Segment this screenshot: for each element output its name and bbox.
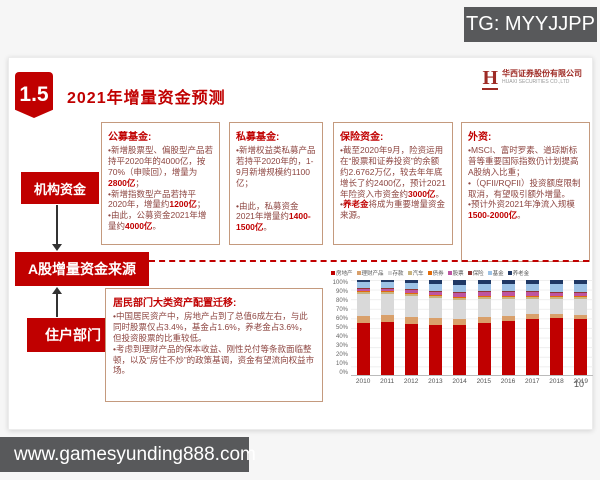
company-name-cn: 华西证券股份有限公司 xyxy=(502,69,582,78)
bullet: •由此，公募资金2021年增量约4000亿。 xyxy=(108,210,207,232)
tg-contact-badge: TG: MYYJJPP xyxy=(464,7,597,42)
legend-item: 保险 xyxy=(467,269,484,277)
info-box-title: 公募基金: xyxy=(108,132,152,143)
bullet: •（QFII/RQFII）投资额度限制取消，有望吸引额外增量。 xyxy=(468,177,581,199)
bullet: •新增股票型、偏股型产品若持平2020年的4000亿，按70%（申赎回），增量为… xyxy=(108,145,213,188)
legend-item: 房地产 xyxy=(331,269,353,277)
x-tick-label: 2019 xyxy=(573,378,588,385)
legend-item: 股票 xyxy=(447,269,464,277)
bullet: •养老金将成为重要增量资金来源。 xyxy=(340,199,446,221)
bullet: •新增权益类私募产品若持平2020年的，1-9月新增规模约1100亿； xyxy=(236,145,316,188)
x-tick-label: 2018 xyxy=(549,378,564,385)
y-axis: 100% 90% 80% 70% 60% 50% 40% 30% 20% 10% 0% xyxy=(332,280,348,376)
legend-item: 存款 xyxy=(387,269,404,277)
bullet: •考虑到理财产品的保本收益、刚性兑付等条款面临整顿，以及“房住不炒”的政策基调，… xyxy=(113,343,315,376)
presentation-slide: 1.5 2021年增量资金预测 H 华西证券股份有限公司 HUAXI SECUR… xyxy=(8,57,593,430)
bar-2015 xyxy=(477,280,491,375)
info-box-foreign-capital: 外资: •MSCI、富时罗素、道琼斯标普等重要国际指数仍计划提高A股纳入比重； … xyxy=(461,122,590,262)
bullet: •预计外资2021年净流入规模1500-2000亿。 xyxy=(468,199,575,221)
bar-2019 xyxy=(574,280,588,375)
up-arrow-icon xyxy=(56,294,58,317)
watermark-url: www.gamesyunding888.com xyxy=(0,437,256,472)
x-tick-label: 2017 xyxy=(525,378,540,385)
bullet: •MSCI、富时罗素、道琼斯标普等重要国际指数仍计划提高A股纳入比重； xyxy=(468,145,579,177)
bar-2011 xyxy=(380,280,394,375)
company-logo: H 华西证券股份有限公司 HUAXI SECURITIES CO.,LTD xyxy=(482,68,582,90)
info-box-title: 私募基金: xyxy=(236,132,280,143)
legend-item: 债券 xyxy=(427,269,444,277)
x-tick-label: 2013 xyxy=(428,378,443,385)
legend-item: 基金 xyxy=(487,269,504,277)
down-arrow-icon xyxy=(56,205,58,245)
x-tick-label: 2014 xyxy=(452,378,467,385)
flow-node-household-sector: 住户部门 xyxy=(27,318,119,352)
flow-node-institutional-funds: 机构资金 xyxy=(21,172,99,204)
x-tick-label: 2011 xyxy=(380,378,395,385)
info-box-private-funds: 私募基金: •新增权益类私募产品若持平2020年的，1-9月新增规模约1100亿… xyxy=(229,122,323,245)
down-arrowhead-icon xyxy=(52,244,62,251)
info-box-insurance-funds: 保险资金: •截至2020年9月，险资运用在“股票和证券投资”的余额约2.676… xyxy=(333,122,453,245)
dashed-connector-line xyxy=(149,260,589,262)
bar-2014 xyxy=(453,280,467,375)
x-tick-label: 2010 xyxy=(355,378,371,385)
info-box-household-allocation: 居民部门大类资产配置迁移: •中国居民资产中，房地产占到了总值6成左右，与此同时… xyxy=(105,288,323,402)
bar-2013 xyxy=(429,280,443,375)
legend-item: 理财产品 xyxy=(356,269,384,277)
legend-item: 汽车 xyxy=(407,269,424,277)
x-tick-label: 2012 xyxy=(403,378,419,385)
bullet xyxy=(236,189,316,201)
flow-node-a-share-incremental-funds: A股增量资金来源 xyxy=(15,252,149,286)
info-box-title: 保险资金: xyxy=(340,132,384,143)
info-box-title: 外资: xyxy=(468,132,492,143)
bullet: •中国居民资产中，房地产占到了总值6成左右，与此同时股票仅占3.4%，基金占1.… xyxy=(113,311,308,343)
chart-legend: 房地产 理财产品 存款 汽车 债券 股票 保险 基金 养老金 xyxy=(331,268,593,278)
up-arrowhead-icon xyxy=(52,287,62,294)
x-axis: 2010 2011 2012 2013 2014 2015 2016 2017 2018 2019 xyxy=(351,378,593,385)
bar-2016 xyxy=(501,280,515,375)
logo-mark-icon: H xyxy=(482,67,498,90)
bullet: •由此，私募资金2021年增量约1400-1500亿。 xyxy=(236,200,311,233)
bar-2012 xyxy=(404,280,418,375)
bullet: •新增指数型产品若持平2020年，增量约1200亿； xyxy=(108,188,206,210)
info-box-public-funds: 公募基金: •新增股票型、偏股型产品若持平2020年的4000亿，按70%（申赎… xyxy=(101,122,220,245)
chart-plot-area: 2010 2011 2012 2013 2014 2015 2016 2017 2018 2019 xyxy=(351,280,593,385)
chart-bars xyxy=(351,280,593,376)
company-name-en: HUAXI SECURITIES CO.,LTD xyxy=(502,79,570,85)
bullet: •截至2020年9月，险资运用在“股票和证券投资”的余额约2.6762万亿，较去… xyxy=(340,145,446,199)
x-tick-label: 2016 xyxy=(500,378,516,385)
page-title: 2021年增量资金预测 xyxy=(67,90,226,107)
page-number: 10 xyxy=(573,379,584,389)
bar-2017 xyxy=(525,280,539,375)
household-asset-allocation-chart: 房地产 理财产品 存款 汽车 债券 股票 保险 基金 养老金 100% 90% 80% 70% 60% 5… xyxy=(331,268,593,400)
legend-item: 养老金 xyxy=(507,269,529,277)
info-box-title: 居民部门大类资产配置迁移: xyxy=(113,298,237,309)
section-number-badge: 1.5 xyxy=(15,72,53,118)
x-tick-label: 2015 xyxy=(476,378,492,385)
bar-2018 xyxy=(550,280,564,375)
bar-2010 xyxy=(356,280,370,375)
